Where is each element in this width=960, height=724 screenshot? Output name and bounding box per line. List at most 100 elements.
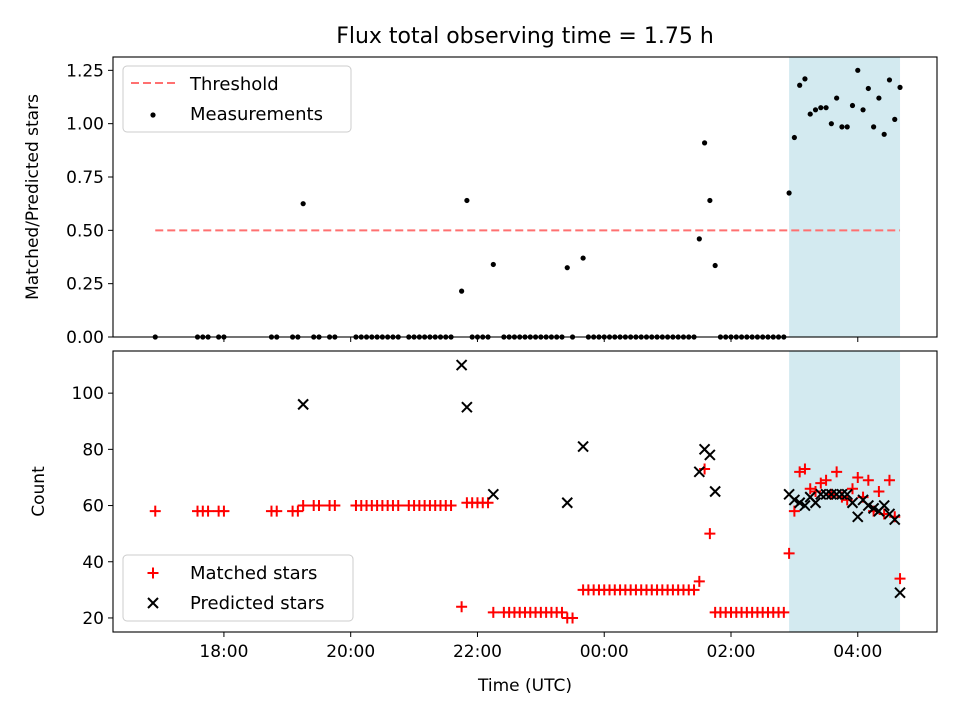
matched-star-point: [688, 584, 700, 596]
bottom-legend: Matched stars Predicted stars: [122, 554, 354, 622]
x-tick-label: 00:00: [580, 642, 629, 662]
x-tick-label: 02:00: [707, 642, 756, 662]
measurement-point: [564, 265, 570, 271]
matched-stars-points: [149, 463, 906, 624]
legend-predicted-swatch: [147, 597, 159, 609]
measurement-point: [818, 105, 824, 111]
legend-matched-label: Matched stars: [190, 563, 317, 584]
predicted-star-point: [878, 499, 890, 512]
matched-star-point: [313, 500, 325, 512]
matched-star-point: [799, 463, 811, 475]
predicted-stars-points: [297, 359, 906, 599]
bottom-y-tick-label: 40: [82, 553, 104, 573]
observing-window-shade: [789, 57, 901, 337]
measurement-point: [696, 236, 702, 242]
top-y-tick-label: 0.25: [66, 275, 104, 295]
measurement-point: [807, 111, 813, 117]
predicted-star-point: [862, 499, 875, 512]
top-y-ticks: 0.00 0.25 0.50 0.75 1.00 1.25: [66, 61, 113, 348]
matched-star-point: [329, 500, 341, 512]
measurement-point: [701, 140, 708, 146]
predicted-star-point: [889, 513, 901, 526]
matched-star-point: [831, 466, 843, 478]
predicted-star-point: [709, 485, 721, 498]
matched-star-point: [693, 575, 705, 587]
chart-title: Flux total observing time = 1.75 h: [336, 24, 714, 49]
matched-star-point: [894, 573, 906, 585]
matched-star-point: [456, 601, 468, 613]
matched-star-point: [487, 606, 499, 618]
matched-star-point: [445, 500, 457, 512]
ratio-panel: 0.00 0.25 0.50 0.75 1.00 1.25 Flux total obse…: [23, 24, 938, 348]
matched-star-point: [820, 474, 832, 486]
matched-star-point: [873, 486, 885, 497]
bottom-legend-box: [122, 554, 354, 622]
top-axes-frame: [112, 56, 938, 338]
measurement-point: [897, 84, 903, 90]
bottom-x-ticks: 18:00 20:00 22:00 00:00 02:00 04:00: [199, 632, 882, 662]
legend-predicted-label: Predicted stars: [190, 593, 324, 614]
measurement-point: [886, 77, 893, 83]
top-y-tick-label: 0.50: [66, 221, 104, 241]
measurement-point: [300, 201, 306, 207]
measurement-point: [876, 95, 882, 101]
bottom-axes-frame: [112, 350, 938, 633]
predicted-star-point: [894, 586, 906, 599]
count-panel: 20 40 60 80 100 18:00 20:00 22:00 00:00 02:00 04:…: [29, 350, 938, 696]
predicted-star-point: [793, 497, 806, 509]
measurement-point: [580, 255, 586, 261]
measurement-point: [855, 67, 861, 73]
measurement-point: [464, 197, 470, 204]
top-legend: Threshold Measurements: [122, 65, 352, 133]
matched-star-point: [297, 500, 309, 512]
measurement-point: [791, 134, 797, 141]
measurement-point: [459, 288, 465, 294]
predicted-star-point: [841, 488, 853, 501]
bottom-y-axis-label: Count: [29, 466, 49, 517]
top-y-tick-label: 0.00: [66, 328, 104, 348]
predicted-star-point: [297, 398, 309, 411]
predicted-star-point: [455, 359, 468, 371]
matched-star-point: [556, 606, 568, 618]
matched-star-point: [218, 505, 230, 517]
predicted-star-point: [809, 497, 822, 509]
measurement-point: [490, 261, 496, 268]
measurement-point: [712, 262, 718, 269]
measurement-point: [860, 107, 866, 113]
matched-star-point: [202, 505, 214, 517]
bottom-y-tick-label: 60: [82, 497, 104, 517]
matched-star-point: [788, 505, 800, 517]
predicted-star-point: [487, 488, 500, 501]
x-tick-label: 22:00: [453, 642, 502, 662]
bottom-y-ticks: 20 40 60 80 100: [72, 384, 113, 629]
top-y-axis-label: Matched/Predicted stars: [23, 94, 43, 300]
matched-star-point: [704, 528, 716, 540]
predicted-star-point: [799, 499, 811, 512]
top-legend-box: [122, 65, 352, 133]
matched-star-point: [149, 505, 161, 517]
matched-star-point: [392, 500, 404, 512]
top-y-tick-label: 0.75: [66, 168, 104, 188]
matched-star-point: [862, 474, 874, 486]
legend-measurements-label: Measurements: [190, 104, 323, 125]
measurement-point: [802, 76, 808, 82]
predicted-star-point: [846, 497, 859, 509]
matched-star-point: [778, 606, 790, 618]
measurement-point: [892, 116, 898, 122]
matched-star-point: [271, 505, 283, 517]
measurement-point: [786, 190, 792, 196]
top-y-tick-label: 1.25: [66, 61, 104, 81]
legend-x-marker: [147, 597, 159, 609]
measurement-point: [844, 124, 850, 130]
predicted-star-point: [693, 466, 706, 478]
matched-star-point: [482, 497, 494, 509]
legend-matched-swatch: [147, 567, 159, 579]
x-tick-label: 18:00: [199, 642, 248, 662]
legend-threshold-label: Threshold: [189, 74, 279, 95]
matched-star-point: [292, 505, 304, 517]
legend-measurements-swatch: [150, 112, 156, 118]
measurement-point: [849, 102, 856, 109]
predicted-star-point: [852, 511, 864, 523]
bottom-y-tick-label: 80: [82, 440, 104, 460]
predicted-star-point: [704, 449, 716, 461]
